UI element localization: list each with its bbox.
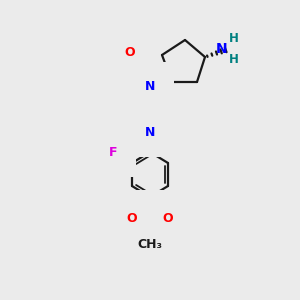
- Text: O: O: [125, 46, 135, 59]
- Text: CH₃: CH₃: [137, 238, 163, 251]
- Text: F: F: [109, 146, 117, 158]
- Text: S: S: [145, 211, 155, 225]
- Text: H: H: [229, 32, 239, 45]
- Text: N: N: [145, 125, 155, 139]
- Text: O: O: [163, 212, 173, 224]
- Polygon shape: [148, 61, 172, 82]
- Text: N: N: [145, 80, 155, 94]
- Text: H: H: [229, 53, 239, 66]
- Text: N: N: [215, 42, 227, 56]
- Text: O: O: [127, 212, 137, 224]
